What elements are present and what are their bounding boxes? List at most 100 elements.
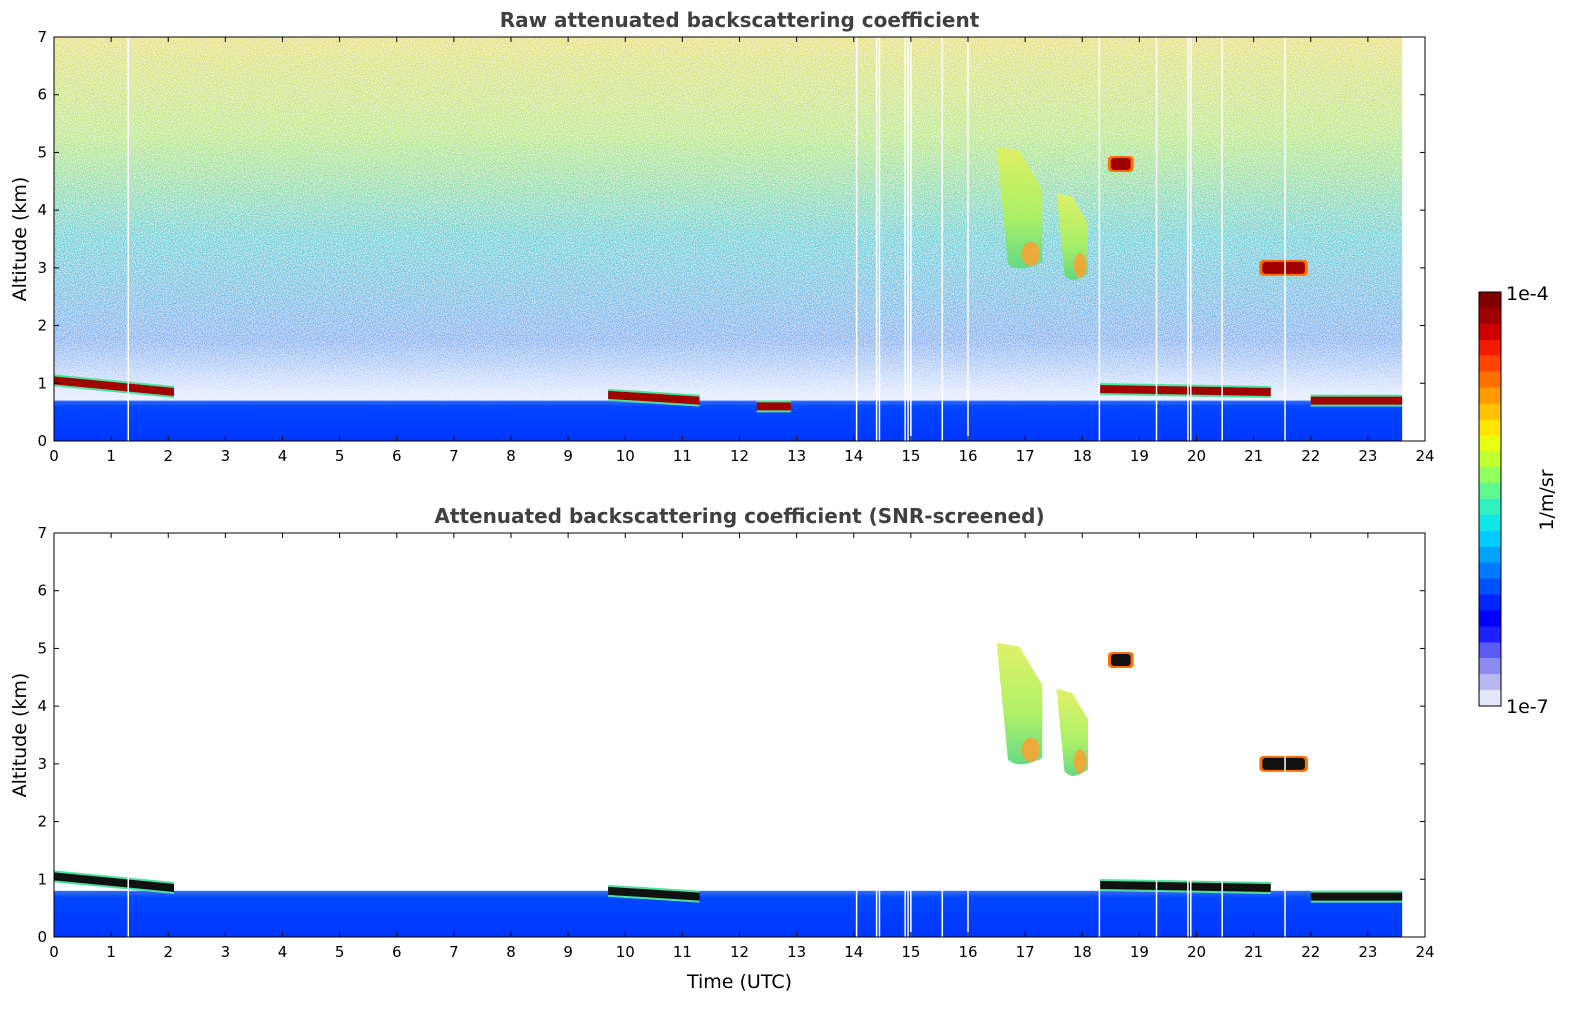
y-tick-label: 6: [37, 582, 47, 600]
colorbar: 1e-4 1e-7 1/m/sr: [1478, 283, 1558, 718]
x-tick-label: 10: [616, 943, 635, 961]
x-tick-label: 9: [563, 943, 573, 961]
colorbar-unit-label: 1/m/sr: [1536, 469, 1558, 530]
virga-core: [1021, 737, 1040, 762]
x-tick-label: 11: [673, 447, 692, 465]
y-tick-label: 4: [37, 697, 47, 715]
x-tick-label: 1: [106, 447, 116, 465]
cloud-layer: [1110, 157, 1131, 170]
virga-streak: [996, 642, 1043, 765]
screened-backscatter-panel: 0 1 2 3 4 5 6 7 8 9 10 11 12 13 14 15 16 17 18 19 20 21 22 23 24…: [9, 504, 1435, 993]
x-tick-label: 16: [958, 943, 977, 961]
x-tick-label: 21: [1244, 447, 1263, 465]
cloud-base: [54, 376, 174, 396]
x-tick-label: 24: [1415, 447, 1434, 465]
cloud-base: [54, 872, 174, 892]
cloud-layer: [1262, 261, 1305, 274]
axes-frame: [53, 532, 1426, 938]
y-tick-label: 2: [37, 317, 47, 335]
x-tick-label: 16: [958, 447, 977, 465]
cloud-base: [608, 390, 700, 405]
plot-area: [54, 37, 1403, 441]
x-tick-label: 20: [1187, 943, 1206, 961]
x-tick-label: 17: [1016, 447, 1035, 465]
y-axis-label: Altitude (km): [9, 673, 31, 798]
y-axis-label: Altitude (km): [9, 177, 31, 302]
x-tick-label: 2: [163, 943, 173, 961]
chart-title: Attenuated backscattering coefficient (S…: [434, 504, 1044, 528]
cloud-base: [1099, 881, 1271, 892]
x-tick-label: 21: [1244, 943, 1263, 961]
x-tick-label: 15: [901, 447, 920, 465]
virga-core: [1073, 253, 1087, 278]
x-tick-label: 14: [844, 943, 863, 961]
y-tick-label: 2: [37, 813, 47, 831]
y-tick-label: 4: [37, 201, 47, 219]
x-tick-label: 13: [787, 943, 806, 961]
surface-layer: [54, 400, 1403, 441]
x-tick-label: 23: [1358, 447, 1377, 465]
cloud-layer: [1110, 653, 1131, 666]
x-tick-label: 13: [787, 447, 806, 465]
plot-area: [54, 533, 1403, 937]
x-tick-label: 19: [1130, 447, 1149, 465]
y-tick-label: 1: [37, 374, 47, 392]
x-tick-label: 15: [901, 943, 920, 961]
cloud-layer: [1262, 757, 1305, 770]
x-tick-label: 24: [1415, 943, 1434, 961]
x-tick-label: 19: [1130, 943, 1149, 961]
x-tick-label: 3: [221, 447, 231, 465]
y-tick-label: 6: [37, 86, 47, 104]
x-tick-label: 14: [844, 447, 863, 465]
x-tick-label: 17: [1016, 943, 1035, 961]
y-tick-label: 5: [37, 639, 47, 657]
x-tick-label: 7: [449, 447, 459, 465]
x-tick-label: 1: [106, 943, 116, 961]
x-tick-label: 12: [730, 943, 749, 961]
virga-core: [1021, 241, 1040, 266]
background-signal: [54, 37, 1403, 441]
y-tick-label: 5: [37, 143, 47, 161]
y-tick-label: 7: [37, 28, 47, 46]
x-tick-label: 20: [1187, 447, 1206, 465]
surface-layer: [54, 890, 1403, 937]
y-tick-label: 3: [37, 755, 47, 773]
y-tick-label: 7: [37, 524, 47, 542]
x-tick-label: 0: [49, 943, 59, 961]
virga-streak: [996, 146, 1043, 269]
cloud-base: [608, 886, 700, 901]
x-tick-label: 12: [730, 447, 749, 465]
x-tick-label: 5: [335, 943, 345, 961]
y-tick-label: 3: [37, 259, 47, 277]
x-tick-label: 11: [673, 943, 692, 961]
x-tick-label: 22: [1301, 447, 1320, 465]
x-tick-label: 4: [278, 447, 288, 465]
y-tick-label: 1: [37, 870, 47, 888]
x-tick-label: 8: [506, 447, 516, 465]
cloud-base: [1099, 385, 1271, 396]
x-tick-label: 10: [616, 447, 635, 465]
y-tick-label: 0: [37, 928, 47, 946]
x-tick-label: 0: [49, 447, 59, 465]
x-tick-label: 6: [392, 943, 402, 961]
x-tick-label: 2: [163, 447, 173, 465]
x-tick-label: 9: [563, 447, 573, 465]
x-tick-label: 6: [392, 447, 402, 465]
x-tick-label: 18: [1073, 943, 1092, 961]
y-tick-label: 0: [37, 432, 47, 450]
raw-backscatter-panel: 0 1 2 3 4 5 6 7 8 9 10 11 12 13 14 15 16 17 18 19 20 21 22 23 24…: [9, 8, 1435, 465]
colorbar-top-label: 1e-4: [1506, 283, 1549, 305]
colorbar-bottom-label: 1e-7: [1506, 696, 1549, 718]
x-tick-label: 18: [1073, 447, 1092, 465]
colorbar-gradient: [1478, 291, 1502, 707]
x-tick-label: 8: [506, 943, 516, 961]
x-tick-label: 23: [1358, 943, 1377, 961]
x-tick-label: 22: [1301, 943, 1320, 961]
x-tick-label: 7: [449, 943, 459, 961]
cloud-base: [756, 402, 791, 411]
x-tick-label: 5: [335, 447, 345, 465]
virga-core: [1073, 749, 1087, 774]
cloud-base: [1310, 396, 1403, 405]
